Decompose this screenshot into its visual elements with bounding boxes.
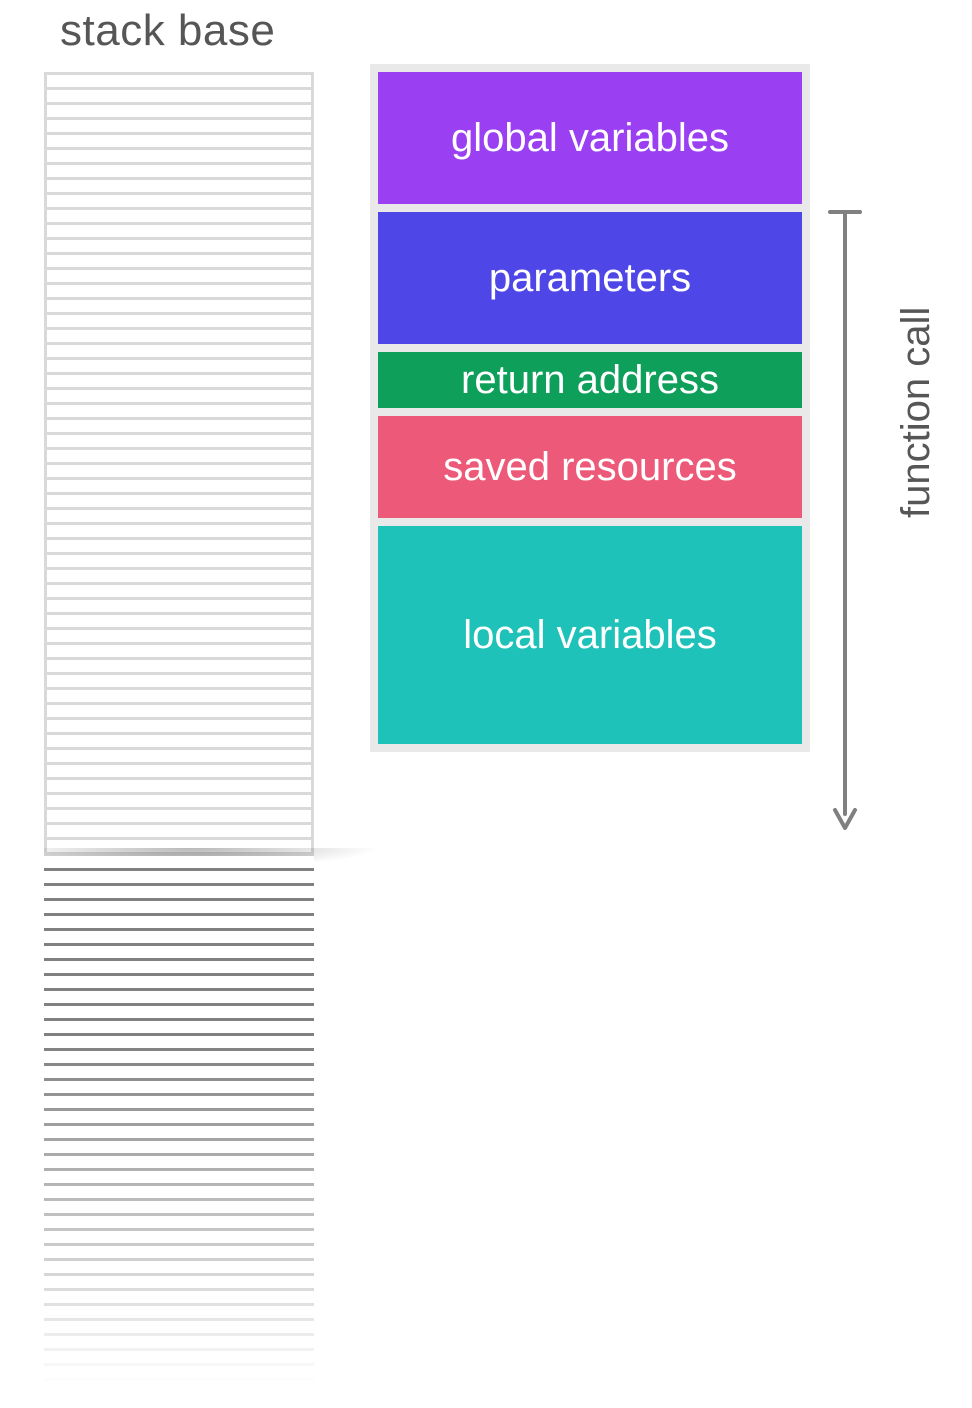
stack-memory-box bbox=[44, 72, 314, 856]
diagram-canvas: stack base global variables parameters ret… bbox=[0, 0, 972, 1408]
frame-slot-parameters: parameters bbox=[378, 212, 802, 352]
frame-slot-label: global variables bbox=[451, 116, 729, 160]
frame-slot-return-address: return address bbox=[378, 352, 802, 416]
frame-slot-local-variables: local variables bbox=[378, 526, 802, 744]
stack-base-title: stack base bbox=[60, 6, 275, 56]
frame-slot-label: return address bbox=[461, 358, 719, 402]
frame-slot-saved-resources: saved resources bbox=[378, 416, 802, 526]
function-call-label: function call bbox=[894, 307, 939, 518]
stack-frame-box: global variables parameters return address… bbox=[370, 64, 810, 752]
frame-slot-label: parameters bbox=[489, 256, 691, 300]
function-call-bracket bbox=[828, 210, 862, 830]
stack-memory-fade bbox=[44, 856, 314, 1386]
frame-slot-label: local variables bbox=[463, 613, 716, 657]
frame-slot-label: saved resources bbox=[443, 445, 736, 489]
frame-slot-global-variables: global variables bbox=[378, 72, 802, 212]
